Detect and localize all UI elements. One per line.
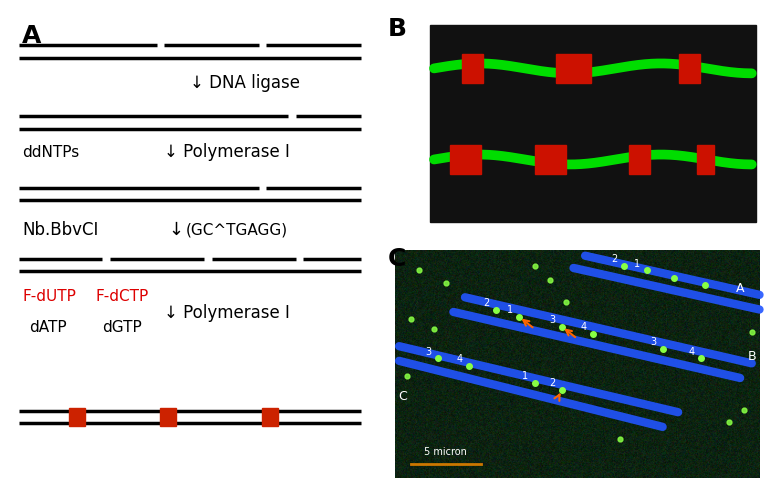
Text: F-dCTP: F-dCTP [95,289,149,304]
Text: dATP: dATP [29,320,67,334]
Text: 4: 4 [580,322,586,331]
Text: A: A [736,282,744,294]
Text: (GC^TGAGG): (GC^TGAGG) [186,223,288,237]
Text: ↓ Polymerase I: ↓ Polymerase I [164,304,291,322]
Text: C: C [388,246,406,270]
Bar [160,408,176,426]
Text: 1: 1 [507,305,512,314]
Text: A: A [22,24,42,48]
Bar [430,25,756,223]
Text: B: B [388,17,407,41]
Text: 1: 1 [635,258,640,268]
Text: ddNTPs: ddNTPs [22,144,80,159]
Text: dGTP: dGTP [102,320,142,334]
Text: B: B [747,350,756,363]
Bar [262,408,278,426]
Text: 3: 3 [650,336,656,346]
Text: 2: 2 [611,253,618,263]
Bar [535,145,566,175]
Bar [629,145,650,175]
Text: 4: 4 [689,346,694,356]
Bar [556,55,591,84]
Text: Nb.BbvCI: Nb.BbvCI [22,221,98,239]
Text: 2: 2 [483,297,490,307]
Text: 1: 1 [522,370,528,380]
Text: ↓: ↓ [168,221,183,239]
Bar [679,55,701,84]
Bar [697,145,714,175]
Text: 3: 3 [425,346,431,356]
Text: 4: 4 [456,353,462,363]
Text: ↓ Polymerase I: ↓ Polymerase I [164,143,291,161]
Bar [69,408,85,426]
Text: F-dUTP: F-dUTP [22,289,76,304]
Text: 5 micron: 5 micron [424,446,467,456]
Text: C: C [398,389,408,402]
Text: 3: 3 [549,314,555,324]
Text: ↓ DNA ligase: ↓ DNA ligase [190,74,300,92]
Bar [449,145,480,175]
Bar [462,55,484,84]
Text: 2: 2 [549,378,556,387]
